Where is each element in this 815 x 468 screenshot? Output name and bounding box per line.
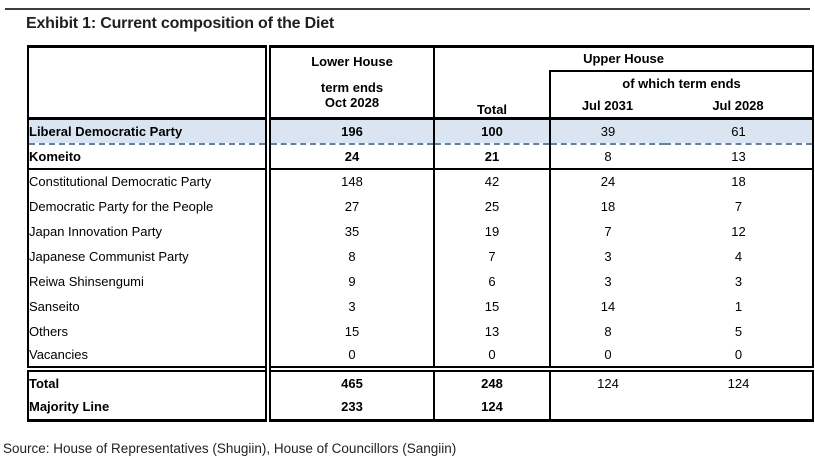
- jul-2031-cell: 39: [550, 118, 665, 145]
- upper-total-cell: 124: [434, 394, 551, 421]
- table-row-majority-line: Majority Line 233 124: [28, 394, 813, 421]
- jul-2031-cell: [550, 395, 665, 421]
- upper-total-cell: 25: [434, 193, 551, 219]
- lower-house-label: Lower House: [311, 54, 393, 69]
- lower-house-cell: 196: [268, 118, 435, 145]
- lower-house-header: Lower House term ends Oct 2028: [268, 46, 435, 120]
- party-name-cell: Japan Innovation Party: [28, 218, 271, 244]
- lower-house-cell: 148: [268, 168, 435, 194]
- total-label-cell: Total: [28, 365, 271, 395]
- jul-2028-cell: 1: [734, 298, 743, 314]
- jul-2031-cell: 14: [600, 298, 616, 314]
- party-name-cell: Komeito: [28, 143, 271, 170]
- jul-2028-cell: 61: [665, 118, 814, 145]
- table-row: Sanseito 3 15 14 1: [28, 293, 813, 319]
- party-name-cell: Constitutional Democratic Party: [28, 168, 271, 194]
- table-row-komeito: Komeito 24 21 8 13: [28, 143, 814, 170]
- upper-total-cell: 6: [434, 268, 551, 294]
- lower-term-line2: Oct 2028: [324, 95, 380, 110]
- diet-table: Lower House term ends Oct 2028 Upper Hou…: [27, 45, 815, 422]
- upper-total-cell: 13: [434, 318, 551, 344]
- jul-2028-cell: 13: [665, 143, 814, 170]
- jul-2031-cell: 24: [600, 174, 616, 189]
- upper-total-cell: 7: [434, 243, 551, 269]
- lower-house-cell: 35: [268, 218, 435, 244]
- upper-total-cell: 19: [434, 218, 551, 244]
- jul-2028-cell: 0: [734, 347, 743, 362]
- source-note: Source: House of Representatives (Shugii…: [3, 441, 457, 456]
- table-row: Constitutional Democratic Party 148 42 2…: [28, 168, 813, 194]
- jul-2028-cell: 12: [731, 223, 746, 239]
- upper-total-cell: 15: [434, 293, 551, 319]
- upper-total-cell: 21: [434, 143, 551, 170]
- table-row-ldp: Liberal Democratic Party 196 100 39 61: [28, 118, 814, 145]
- lower-house-cell: 8: [268, 243, 435, 269]
- table-row: Japan Innovation Party 35 19 7 12: [28, 218, 813, 244]
- lower-house-cell: 0: [268, 343, 435, 369]
- party-name-cell: Japanese Communist Party: [28, 243, 271, 269]
- lower-house-cell: 9: [268, 268, 435, 294]
- jul-2031-cell: 8: [550, 143, 665, 170]
- jul-2031-cell: 0: [604, 347, 612, 362]
- jul-2031-cell: 8: [604, 323, 612, 339]
- jul-2031-header: Jul 2031: [581, 97, 634, 113]
- lower-house-cell: 27: [268, 193, 435, 219]
- jul-2028-cell: 3: [734, 273, 743, 289]
- exhibit-title: Exhibit 1: Current composition of the Di…: [26, 15, 335, 32]
- party-column-header: [28, 46, 271, 120]
- of-which-label: of which term ends: [622, 75, 741, 91]
- jul-2028-cell: 7: [734, 198, 743, 214]
- table-row: Vacancies 0 0 0 0: [28, 343, 813, 369]
- lower-house-cell: 233: [268, 394, 435, 421]
- upper-house-header: Upper House: [583, 51, 664, 67]
- jul-2028-cell: 4: [734, 248, 743, 264]
- upper-total-cell: 42: [434, 168, 551, 194]
- lower-house-term: term ends Oct 2028: [271, 80, 432, 110]
- jul-2031-cell: 7: [604, 223, 612, 239]
- party-name-cell: Sanseito: [28, 293, 271, 319]
- party-name-cell: Others: [28, 318, 271, 344]
- header-row-1: Lower House term ends Oct 2028 Upper Hou…: [28, 46, 813, 120]
- party-name-cell: Vacancies: [28, 343, 271, 369]
- jul-2028-cell: [665, 395, 813, 421]
- lower-house-cell: 465: [268, 365, 435, 395]
- party-name-cell: Liberal Democratic Party: [28, 118, 271, 145]
- table-row-total: Total 465 248 124 124: [28, 365, 814, 395]
- lower-term-line1: term ends: [320, 80, 384, 95]
- of-which-term-ends-header: of which term ends Jul 2031 Jul 2028: [548, 69, 814, 120]
- table-row: Others 15 13 8 5: [28, 318, 813, 344]
- upper-total-cell: 100: [434, 118, 551, 145]
- jul-2028-cell: 18: [731, 174, 746, 189]
- jul-2031-cell: 124: [550, 365, 665, 395]
- jul-2028-cell: 124: [665, 365, 814, 395]
- jul-2031-cell: 3: [604, 248, 612, 264]
- party-name-cell: Democratic Party for the People: [28, 193, 271, 219]
- lower-house-cell: 15: [268, 318, 435, 344]
- term-end-columns: Jul 2031 Jul 2028: [552, 97, 812, 113]
- diet-composition-table: Lower House term ends Oct 2028 Upper Hou…: [27, 45, 815, 422]
- jul-2031-cell: 18: [600, 198, 616, 214]
- upper-total-header: Total: [434, 70, 551, 120]
- party-name-cell: Reiwa Shinsengumi: [28, 268, 271, 294]
- lower-house-cell: 24: [268, 143, 435, 170]
- jul-2031-cell: 3: [604, 273, 612, 289]
- majority-line-label-cell: Majority Line: [28, 394, 271, 421]
- upper-total-cell: 248: [434, 365, 551, 395]
- upper-total-cell: 0: [434, 343, 551, 369]
- jul-2028-cell: 5: [734, 323, 743, 339]
- jul-2028-header: Jul 2028: [712, 97, 764, 113]
- top-horizontal-rule: [5, 8, 810, 10]
- header-row-2: Total of which term ends Jul 2031 Jul 20…: [28, 69, 814, 120]
- table-row: Japanese Communist Party 8 7 3 4: [28, 243, 813, 269]
- table-row: Democratic Party for the People 27 25 18…: [28, 193, 813, 219]
- table-row: Reiwa Shinsengumi 9 6 3 3: [28, 268, 813, 294]
- lower-house-cell: 3: [268, 293, 435, 319]
